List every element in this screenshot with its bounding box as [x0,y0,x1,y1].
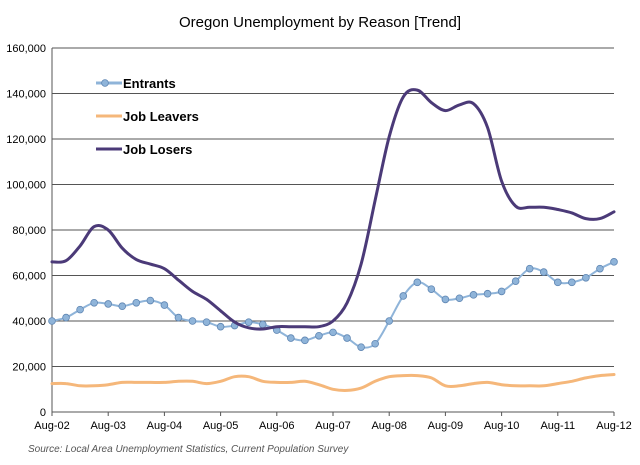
data-point-entrants [301,336,309,345]
data-point-entrants [455,294,464,303]
x-tick-label: Aug-09 [428,420,463,432]
y-tick-label: 0 [40,407,46,419]
data-point-entrants [610,258,618,266]
data-point-entrants [357,343,365,351]
data-point-entrants [511,277,520,285]
data-point-entrants [90,298,98,307]
x-tick-label: Aug-07 [315,420,350,432]
data-point-entrants [216,322,225,331]
y-tick-label: 140,000 [6,89,46,101]
data-point-entrants [539,268,548,276]
x-tick-label: Aug-10 [484,420,519,432]
data-point-entrants [329,328,337,337]
x-tick-label: Aug-02 [34,420,69,432]
x-tick-label: Aug-04 [147,420,182,432]
data-point-entrants [483,289,492,298]
data-point-entrants [188,317,197,325]
data-point-entrants [525,264,534,273]
y-tick-label: 80,000 [12,225,46,237]
y-tick-label: 120,000 [6,134,46,146]
x-tick-label: Aug-05 [203,420,238,432]
y-tick-label: 20,000 [12,362,46,374]
data-point-entrants [48,317,56,325]
legend-label-job-losers: Job Losers [123,142,192,157]
legend-label-job-leavers: Job Leavers [123,109,199,124]
data-point-entrants [132,298,141,307]
data-point-entrants [104,300,112,308]
data-point-entrants [497,287,506,296]
chart-title: Oregon Unemployment by Reason [Trend] [179,14,461,31]
legend-marker-entrants [101,79,109,87]
y-tick-label: 40,000 [12,316,46,328]
grid [52,47,614,367]
data-point-entrants [146,296,155,305]
data-point-entrants [76,305,84,314]
x-tick-label: Aug-11 [540,420,575,432]
data-point-entrants [315,331,323,340]
data-point-entrants [427,285,436,293]
data-point-entrants [258,320,267,329]
data-point-entrants [596,264,604,273]
y-axis-ticks: 0 20,000 40,000 60,000 80,000 100,000 120,000 1… [6,43,46,419]
data-point-entrants [174,313,183,322]
data-point-entrants [287,334,295,342]
data-point-entrants [160,301,169,309]
data-point-entrants [202,318,211,326]
y-tick-label: 60,000 [12,271,46,283]
data-point-entrants [399,292,408,300]
data-point-entrants [371,339,379,348]
data-point-entrants [582,273,590,282]
x-tick-label: Aug-12 [596,420,631,432]
y-tick-label: 100,000 [6,180,46,192]
x-axis-ticks: Aug-02 Aug-03 Aug-04 Aug-05 Aug-06 Aug-07 Aug-… [34,412,632,432]
legend: Entrants Job Leavers Job Losers [96,76,199,157]
x-tick-label: Aug-03 [90,420,125,432]
data-point-entrants [568,278,576,287]
data-point-entrants [469,291,478,299]
chart-source: Source: Local Area Unemployment Statisti… [28,444,349,455]
legend-label-entrants: Entrants [123,76,176,91]
series-line-job-leavers [50,373,616,392]
y-tick-label: 160,000 [6,43,46,55]
data-point-entrants [62,313,70,322]
data-point-entrants [553,278,562,287]
data-point-entrants [441,295,450,304]
data-point-entrants [413,278,422,287]
series-line-job-losers [50,88,616,331]
series-group [48,88,618,392]
data-point-entrants [385,317,394,325]
data-point-entrants [244,318,253,326]
data-point-entrants [118,302,127,311]
x-tick-label: Aug-06 [259,420,294,432]
data-point-entrants [343,334,351,342]
x-tick-label: Aug-08 [371,420,406,432]
